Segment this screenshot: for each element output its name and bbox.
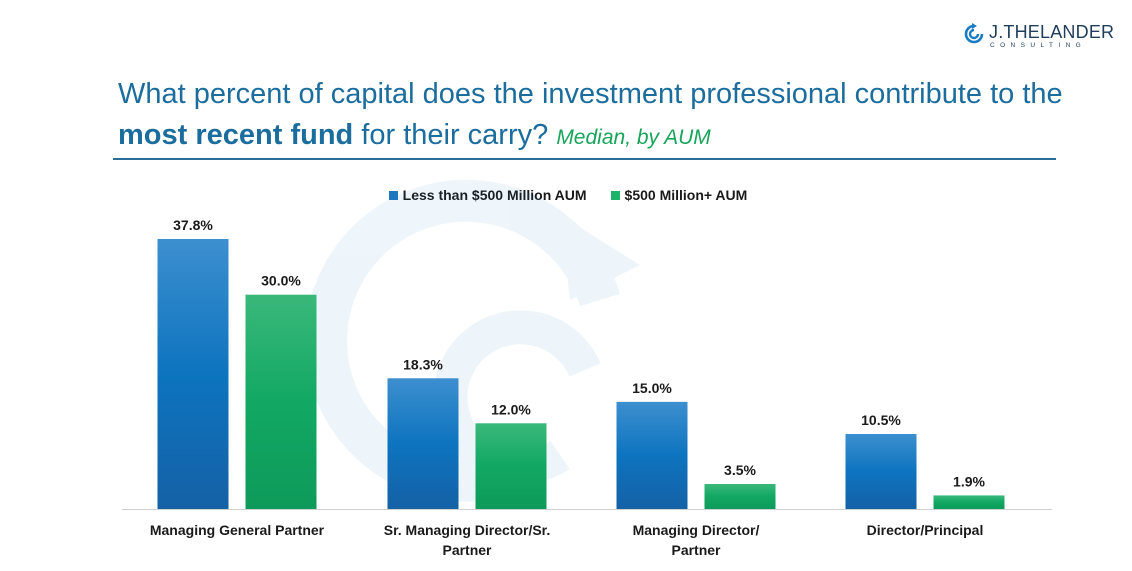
category-label-line: Managing General Partner xyxy=(149,522,325,538)
bar-director-principal-series-2 xyxy=(933,495,1005,509)
bar-managing-general-partner-series-2 xyxy=(245,294,317,509)
spiral-logo-icon xyxy=(964,23,984,44)
data-label-managing-director-partner-series-1: 15.0% xyxy=(632,380,672,396)
bar-director-principal-series-1 xyxy=(845,434,917,509)
bar-sr-managing-director-sr-partner-series-2 xyxy=(475,423,547,509)
category-label-managing-director-partner: Managing Director/Partner xyxy=(596,520,796,560)
category-label-line: Sr. Managing Director/Sr. xyxy=(383,522,551,538)
category-label-line: Director/Principal xyxy=(866,522,984,538)
data-label-sr-managing-director-sr-partner-series-1: 18.3% xyxy=(403,356,443,372)
category-label-line: Partner xyxy=(442,542,492,558)
legend: Less than $500 Million AUM $500 Million+… xyxy=(0,187,1132,203)
logo: J.THELANDER CONSULTING xyxy=(962,20,1122,50)
legend-label-small-aum: Less than $500 Million AUM xyxy=(402,187,587,203)
data-label-managing-general-partner-series-2: 30.0% xyxy=(261,273,301,289)
data-label-managing-director-partner-series-2: 3.5% xyxy=(724,462,756,478)
title-part-3: for their carry? xyxy=(353,119,557,151)
chart-title: What percent of capital does the investm… xyxy=(118,74,1078,158)
title-emphasis: most recent fund xyxy=(118,119,354,151)
category-label-managing-general-partner: Managing General Partner xyxy=(137,520,337,540)
legend-item-large-aum: $500 Million+ AUM xyxy=(610,187,748,203)
title-divider xyxy=(113,158,1056,160)
bar-managing-director-partner-series-1 xyxy=(616,401,688,509)
data-label-director-principal-series-2: 1.9% xyxy=(953,473,985,489)
data-label-sr-managing-director-sr-partner-series-2: 12.0% xyxy=(491,401,531,417)
bar-managing-general-partner-series-1 xyxy=(157,239,229,509)
legend-swatch-small-aum xyxy=(388,190,398,200)
legend-item-small-aum: Less than $500 Million AUM xyxy=(388,187,587,203)
category-label-director-principal: Director/Principal xyxy=(825,520,1025,540)
category-label-line: Partner xyxy=(671,542,721,558)
data-label-managing-general-partner-series-1: 37.8% xyxy=(173,217,213,233)
logo-subtitle: CONSULTING xyxy=(990,42,1087,49)
bar-sr-managing-director-sr-partner-series-1 xyxy=(387,378,459,509)
legend-label-large-aum: $500 Million+ AUM xyxy=(624,187,748,203)
legend-swatch-large-aum xyxy=(610,190,620,200)
bar-managing-director-partner-series-2 xyxy=(704,484,776,509)
logo-name: J.THELANDER xyxy=(989,22,1115,42)
chart-subtitle: Median, by AUM xyxy=(556,126,711,149)
data-label-director-principal-series-1: 10.5% xyxy=(861,412,901,428)
category-label-line: Managing Director/ xyxy=(632,522,760,538)
category-label-sr-managing-director-sr-partner: Sr. Managing Director/Sr. Partner xyxy=(367,520,567,560)
title-part-1: What percent of capital does the investm… xyxy=(118,78,1063,110)
